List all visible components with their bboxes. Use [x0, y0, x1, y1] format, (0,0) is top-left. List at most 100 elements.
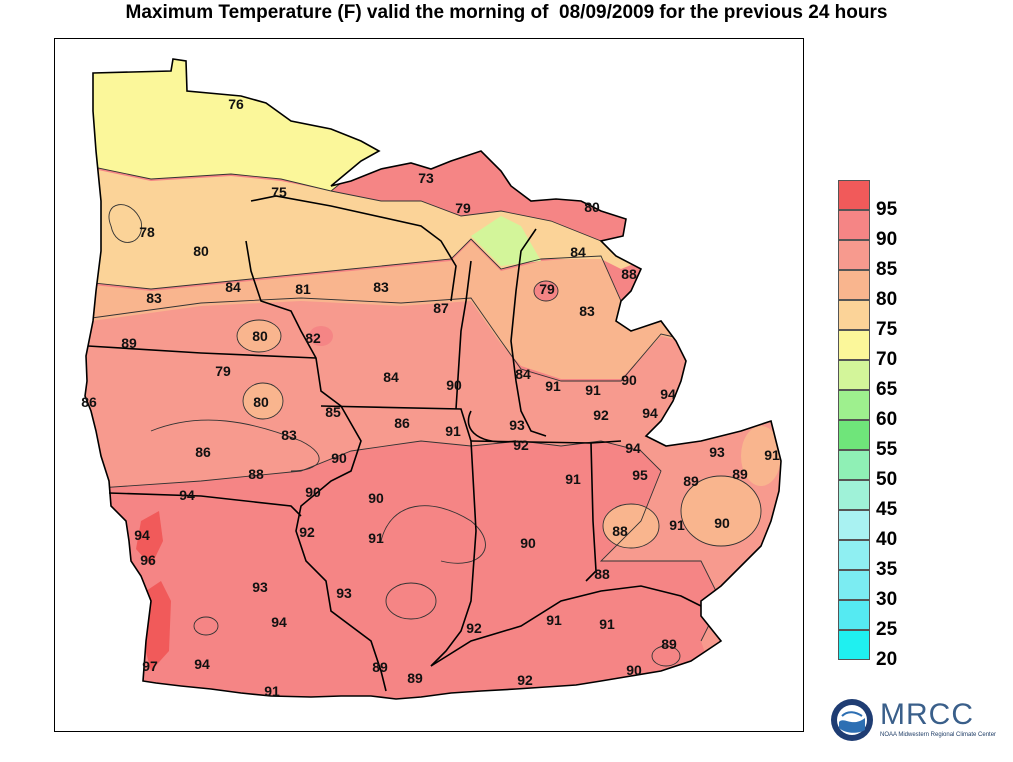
station-temperature-labels: 76 73 75 79 80 78 80 84 84 81 83 88 79 83 87 83 80 82 89 79…	[81, 96, 780, 699]
noaa-logo-icon	[831, 699, 873, 741]
station-label: 90	[446, 377, 462, 393]
legend-swatch	[838, 360, 870, 390]
station-label: 73	[418, 170, 434, 186]
station-label: 86	[81, 394, 97, 410]
legend-swatch	[838, 540, 870, 570]
mrcc-logo: MRCC NOAA Midwestern Regional Climate Ce…	[830, 696, 996, 746]
station-label: 91	[545, 378, 561, 394]
legend-label: 75	[876, 319, 898, 340]
station-label: 89	[683, 473, 699, 489]
legend-swatch	[838, 420, 870, 450]
station-label: 82	[305, 330, 321, 346]
legend-label: 25	[876, 619, 898, 640]
station-label: 95	[632, 467, 648, 483]
legend-swatch	[838, 480, 870, 510]
station-label: 88	[594, 566, 610, 582]
station-label: 89	[372, 659, 388, 675]
legend-label: 90	[876, 229, 898, 250]
station-label: 93	[709, 444, 725, 460]
station-label: 84	[225, 279, 241, 295]
state-borders	[84, 58, 782, 700]
legend-label: 50	[876, 469, 898, 490]
station-label: 80	[253, 394, 269, 410]
title-prefix: Maximum Temperature (F) valid the mornin…	[125, 2, 560, 23]
station-label: 94	[134, 527, 150, 543]
station-label: 79	[455, 200, 471, 216]
legend-swatch	[838, 570, 870, 600]
station-label: 91	[764, 447, 780, 463]
station-label: 78	[139, 224, 155, 240]
station-label: 91	[565, 471, 581, 487]
station-label: 97	[142, 658, 158, 674]
legend-swatch	[838, 240, 870, 270]
station-label: 90	[520, 535, 536, 551]
legend-label: 20	[876, 649, 898, 670]
legend-swatch	[838, 300, 870, 330]
station-label: 81	[295, 281, 311, 297]
station-label: 84	[383, 369, 399, 385]
legend-label: 95	[876, 199, 898, 220]
station-label: 85	[325, 404, 341, 420]
station-label: 79	[215, 363, 231, 379]
title-suffix: for the previous 24 hours	[654, 2, 888, 23]
station-label: 90	[331, 450, 347, 466]
legend-label: 35	[876, 559, 898, 580]
station-label: 91	[546, 612, 562, 628]
station-label: 90	[305, 484, 321, 500]
legend-swatch	[838, 390, 870, 420]
station-label: 90	[368, 490, 384, 506]
legend-swatch	[838, 180, 870, 210]
station-label: 91	[445, 423, 461, 439]
station-label: 90	[621, 372, 637, 388]
logo-subtitle: NOAA Midwestern Regional Climate Center	[880, 732, 997, 738]
legend-label: 85	[876, 259, 898, 280]
station-label: 90	[714, 515, 730, 531]
station-label: 86	[195, 444, 211, 460]
station-label: 88	[612, 523, 628, 539]
station-label: 80	[193, 243, 209, 259]
map-frame: 76 73 75 79 80 78 80 84 84 81 83 88 79 83 87 83 80 82 89 79…	[54, 38, 804, 732]
station-label: 89	[121, 335, 137, 351]
station-label: 83	[146, 290, 162, 306]
legend-label: 60	[876, 409, 898, 430]
station-label: 94	[625, 440, 641, 456]
legend-swatch	[838, 510, 870, 540]
station-label: 94	[179, 487, 195, 503]
station-label: 89	[732, 466, 748, 482]
station-label: 93	[336, 585, 352, 601]
station-label: 75	[271, 184, 287, 200]
station-label: 89	[661, 636, 677, 652]
legend-label: 80	[876, 289, 898, 310]
temperature-map: 76 73 75 79 80 78 80 84 84 81 83 88 79 83 87 83 80 82 89 79…	[81, 58, 782, 700]
station-label: 76	[228, 96, 244, 112]
station-label: 89	[407, 670, 423, 686]
temperature-fill	[85, 59, 781, 699]
legend-label: 45	[876, 499, 898, 520]
station-label: 90	[626, 662, 642, 678]
legend-swatch	[838, 330, 870, 360]
station-label: 93	[509, 417, 525, 433]
temperature-legend: 95 90 85 80 75 70 65 60 55 50 45 40 35 30 25 20	[838, 180, 958, 670]
station-label: 86	[394, 415, 410, 431]
station-label: 83	[373, 279, 389, 295]
station-label: 92	[299, 524, 315, 540]
station-label: 84	[570, 244, 586, 260]
station-label: 83	[281, 427, 297, 443]
station-label: 79	[539, 281, 555, 297]
station-label: 88	[621, 266, 637, 282]
station-label: 84	[515, 366, 531, 382]
station-label: 94	[642, 405, 658, 421]
station-label: 91	[368, 530, 384, 546]
legend-label: 30	[876, 589, 898, 610]
station-label: 91	[599, 616, 615, 632]
legend-label: 65	[876, 379, 898, 400]
station-label: 96	[140, 552, 156, 568]
station-label: 94	[271, 614, 287, 630]
legend-label: 55	[876, 439, 898, 460]
station-label: 83	[579, 303, 595, 319]
station-label: 94	[194, 656, 210, 672]
legend-swatch	[838, 450, 870, 480]
station-label: 91	[669, 517, 685, 533]
title-date: 08/09/2009	[559, 2, 655, 23]
station-label: 92	[513, 437, 529, 453]
